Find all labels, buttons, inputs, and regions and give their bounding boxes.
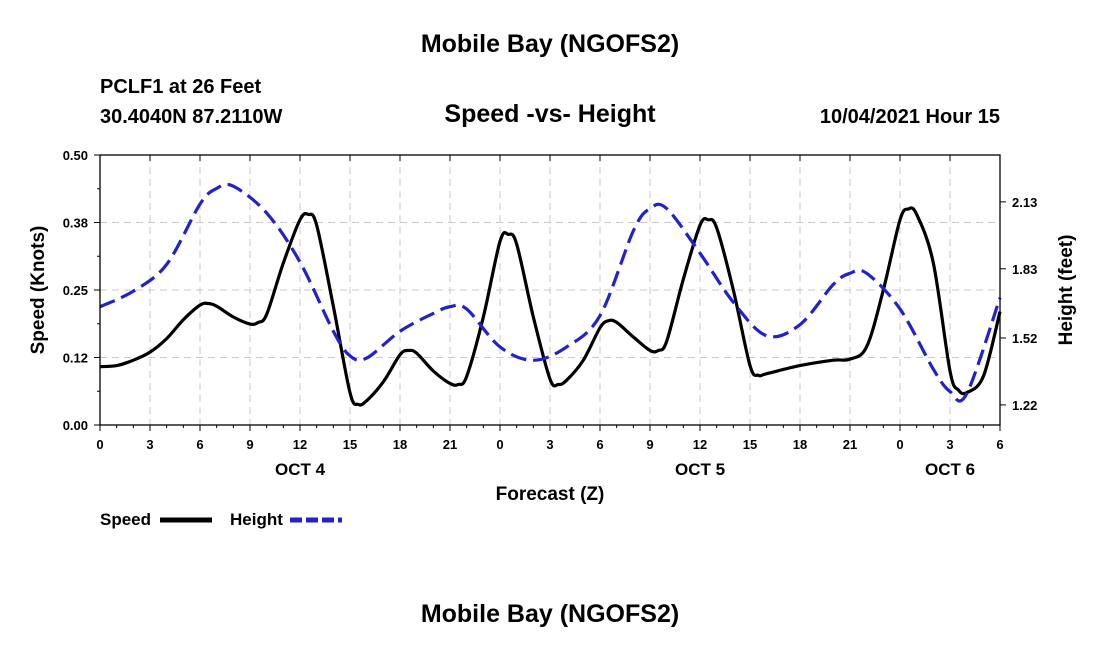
x-tick-label: 21: [443, 437, 457, 452]
x-tick-label: 15: [743, 437, 757, 452]
x-tick-label: 18: [793, 437, 807, 452]
forecast-datetime: 10/04/2021 Hour 15: [819, 106, 1000, 128]
y-left-tick-label: 0.00: [63, 418, 88, 433]
y-right-tick-label: 2.13: [1012, 195, 1037, 210]
x-tick-label: 3: [546, 437, 553, 452]
axes: 0 3 6 9 12 15 18 21 0 3 6 9 12 15 18 21 0 3 6 0.00 0.12 0.25 0…: [63, 148, 1038, 479]
x-tick-label: 9: [246, 437, 253, 452]
x-tick-label: 0: [896, 437, 903, 452]
x-tick-label: 21: [843, 437, 857, 452]
y-right-tick-label: 1.22: [1012, 398, 1037, 413]
y-axis-left-title: Speed (Knots): [28, 226, 49, 355]
x-tick-label: 9: [646, 437, 653, 452]
day-label: OCT 5: [675, 460, 725, 479]
station-coordinates: 30.4040N 87.2110W: [100, 106, 283, 128]
legend-height-label: Height: [230, 510, 283, 529]
day-label: OCT 6: [925, 460, 975, 479]
x-tick-label: 3: [946, 437, 953, 452]
y-axis-right-title: Height (feet): [1056, 235, 1077, 346]
x-tick-label: 6: [596, 437, 603, 452]
y-right-tick-label: 1.52: [1012, 331, 1037, 346]
y-left-tick-label: 0.12: [63, 351, 88, 366]
x-tick-label: 15: [343, 437, 357, 452]
chart-subtitle: Speed -vs- Height: [444, 100, 656, 128]
legend-speed-label: Speed: [100, 510, 151, 529]
station-label: PCLF1 at 26 Feet: [100, 76, 262, 98]
x-tick-label: 3: [146, 437, 153, 452]
legend: Speed Height: [100, 510, 342, 529]
footer-title: Mobile Bay (NGOFS2): [420, 600, 680, 628]
x-tick-label: 12: [293, 437, 307, 452]
x-tick-label: 12: [693, 437, 707, 452]
grid: [100, 155, 1000, 425]
x-tick-label: 18: [393, 437, 407, 452]
series-line-height: [99, 182, 1002, 403]
x-tick-label: 0: [96, 437, 103, 452]
y-left-tick-label: 0.50: [63, 148, 88, 163]
day-label: OCT 4: [275, 460, 326, 479]
series-line-speed: [99, 206, 1002, 407]
x-tick-label: 6: [196, 437, 203, 452]
x-tick-label: 0: [496, 437, 503, 452]
series-layer: [99, 182, 1002, 407]
x-axis-title: Forecast (Z): [496, 484, 605, 505]
y-left-tick-label: 0.25: [63, 283, 88, 298]
y-right-tick-label: 1.83: [1012, 262, 1037, 277]
x-tick-label: 6: [996, 437, 1003, 452]
y-left-tick-label: 0.38: [63, 216, 88, 231]
chart-title: Mobile Bay (NGOFS2): [420, 30, 680, 58]
